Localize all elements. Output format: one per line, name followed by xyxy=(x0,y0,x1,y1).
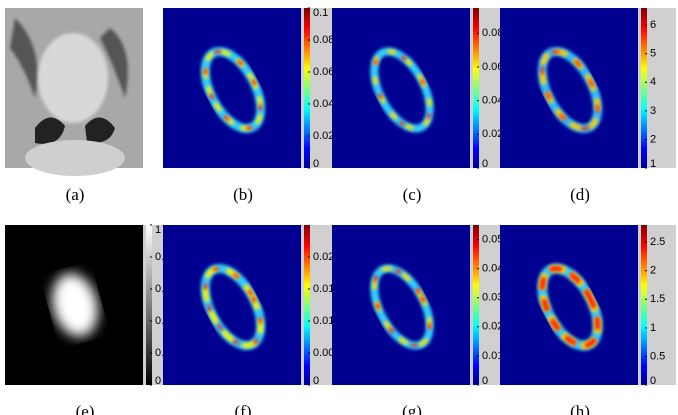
ventricles xyxy=(35,117,115,144)
brain-light xyxy=(38,33,108,123)
slice-bg xyxy=(332,8,470,168)
activation xyxy=(372,267,432,347)
colorbar-tick-label: 3 xyxy=(650,105,656,117)
colorbar-tick-label: 0.01 xyxy=(482,350,503,362)
panel-caption: (a) xyxy=(66,185,85,204)
colorbar-tick-label: 1 xyxy=(650,158,656,170)
slice-bg xyxy=(500,8,638,168)
activation xyxy=(203,267,263,347)
brain-dark xyxy=(10,18,128,98)
panel-caption: (c) xyxy=(403,185,422,204)
colorbar-tick-label: 1.5 xyxy=(650,293,665,305)
colorbar-tick-label: 2.5 xyxy=(650,236,665,248)
colorbar-tick-label: 2 xyxy=(650,133,656,145)
activation xyxy=(540,50,600,130)
panel: 1 2 3 4 5 6 (d) xyxy=(500,8,676,204)
colorbar-tick-label: 4 xyxy=(650,76,656,88)
activation xyxy=(372,49,432,131)
panel-caption: (g) xyxy=(402,402,422,415)
panel-caption: (d) xyxy=(570,185,590,204)
panel-image xyxy=(5,8,143,176)
colorbar-tick-label: 0 xyxy=(313,158,319,170)
colorbar-tick-label: 0.02 xyxy=(313,130,334,142)
colorbar xyxy=(304,225,310,385)
colorbar-tick-label: 0.5 xyxy=(650,350,665,362)
colorbar-tick-label: 6 xyxy=(650,19,656,31)
colorbar-tick-label: 0.04 xyxy=(313,98,334,110)
colorbar-tick-label: 1 xyxy=(650,322,656,334)
lower-tissue xyxy=(25,140,125,176)
panel-caption: (f) xyxy=(235,402,252,415)
panel-image xyxy=(163,225,301,385)
colorbar-tick-label: 0.01 xyxy=(313,315,334,327)
colorbar xyxy=(641,8,647,168)
colorbar-tick-label: 0.04 xyxy=(482,263,503,275)
panel: 0 0.5 1 1.5 2 2.5 (h) xyxy=(500,225,676,415)
panel-image xyxy=(5,225,143,385)
colorbar-tick-label: 5 xyxy=(650,48,656,60)
colorbar-tick-label: 0.02 xyxy=(313,251,334,263)
activation xyxy=(203,50,263,130)
colorbar-tick-label: 0.02 xyxy=(482,321,503,333)
panel-image xyxy=(163,8,301,168)
colorbar-tick-label: 0 xyxy=(482,375,488,387)
colorbar xyxy=(304,8,310,168)
slice-bg xyxy=(163,8,301,168)
blob xyxy=(52,273,98,337)
colorbar-tick-label: 0.04 xyxy=(482,95,503,107)
colorbar-tick-label: 0 xyxy=(313,375,319,387)
panel: (a) xyxy=(5,8,143,204)
colorbar-tick-label: 0.08 xyxy=(482,27,503,39)
panel-caption: (b) xyxy=(233,185,253,204)
activation xyxy=(539,266,601,348)
colorbar-tick-label: 0.03 xyxy=(482,292,503,304)
colorbar-tick-label: 2 xyxy=(650,265,656,277)
colorbar-tick-label: 0.08 xyxy=(313,34,334,46)
panel-caption: (e) xyxy=(76,402,95,415)
colorbar xyxy=(473,8,479,168)
colorbar-tick-label: 0 xyxy=(155,375,161,387)
colorbar xyxy=(473,225,479,385)
colorbar-tick-label: 0 xyxy=(650,375,656,387)
colorbar-tick-label: 0.1 xyxy=(313,7,328,19)
colorbar-tick-label: 1 xyxy=(155,224,161,236)
panel-image xyxy=(332,8,470,168)
panel: 00.20.40.60.81(e) xyxy=(5,224,181,415)
panel-image xyxy=(332,225,470,385)
colorbar-tick-label: 0.06 xyxy=(482,61,503,73)
colorbar-tick-label: 0 xyxy=(482,158,488,170)
slice-bg xyxy=(163,225,301,385)
colorbar-tick-label: 0.06 xyxy=(313,66,334,78)
panel-caption: (h) xyxy=(570,402,590,415)
panel: 0 0.02 0.04 0.06 0.08 (c) xyxy=(332,8,508,204)
panel: 0 0.02 0.04 0.06 0.08 0.1 (b) xyxy=(163,7,339,204)
colorbar xyxy=(641,225,647,385)
slice-bg xyxy=(500,225,638,385)
colorbar-tick-label: 0.05 xyxy=(482,233,503,245)
panel-image xyxy=(500,225,638,385)
colorbar xyxy=(146,225,152,385)
panel-image xyxy=(500,8,638,168)
colorbar-tick-label: 0.02 xyxy=(482,128,503,140)
slice-bg xyxy=(332,225,470,385)
panel: 0 0.01 0.02 0.03 0.04 0.05 (g) xyxy=(332,225,508,415)
